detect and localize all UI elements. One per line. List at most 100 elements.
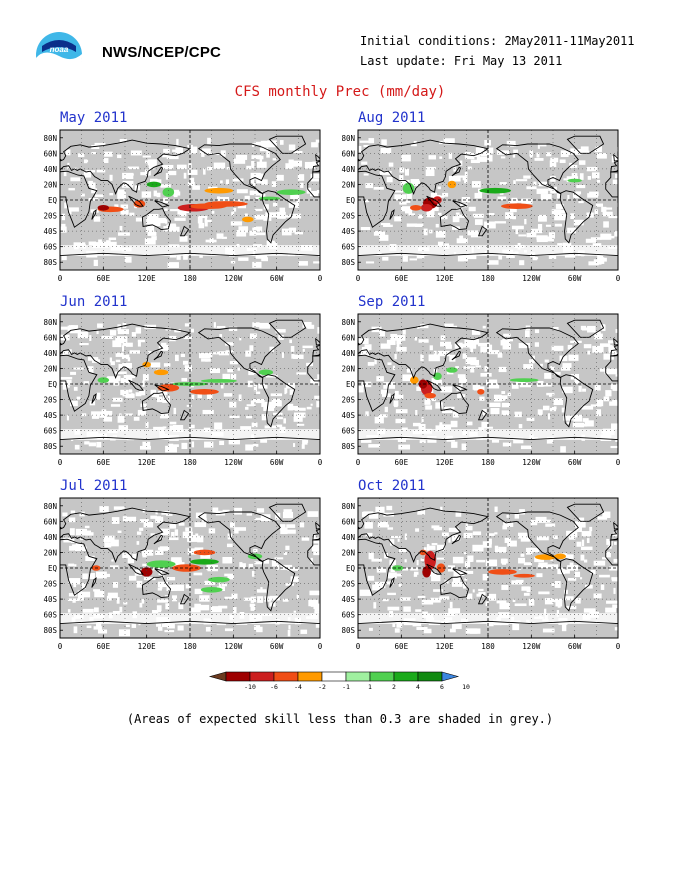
lat-tick-label: 60S <box>43 427 57 436</box>
lat-tick-label: 40N <box>43 349 57 358</box>
lat-tick-label: 20N <box>341 180 355 189</box>
map-panel: Sep 2011 80N 60N 40N 20N EQ 20S 40S 60S 80S 0 60E 12… <box>328 294 628 467</box>
lat-tick-label: 20S <box>341 212 355 221</box>
lat-tick-label: 40S <box>341 595 355 604</box>
lat-tick-label: 40S <box>43 227 57 236</box>
lon-tick-label: 120W <box>224 642 243 651</box>
lon-tick-label: 60W <box>270 458 284 467</box>
lon-tick-label: 180 <box>481 642 495 651</box>
lon-tick-label: 60W <box>270 642 284 651</box>
lat-tick-label: 80N <box>43 502 57 511</box>
lon-tick-label: 0 <box>356 458 361 467</box>
lat-tick-label: 60N <box>43 149 57 158</box>
lon-tick-label: 0 <box>616 642 621 651</box>
lat-tick-label: 40S <box>43 595 57 604</box>
lat-tick-label: 40N <box>43 533 57 542</box>
lon-tick-label: 0 <box>318 458 323 467</box>
lon-tick-label: 0 <box>58 642 63 651</box>
lat-tick-label: 20N <box>341 548 355 557</box>
lat-tick-label: EQ <box>48 380 58 389</box>
colorbar-label: 6 <box>440 683 444 691</box>
lat-tick-label: 80S <box>43 258 57 267</box>
initial-conditions: Initial conditions: 2May2011-11May2011 <box>360 34 635 48</box>
colorbar-label: -1 <box>342 683 350 691</box>
lon-tick-label: 0 <box>58 458 63 467</box>
org-name: NWS/NCEP/CPC <box>102 44 222 61</box>
lat-tick-label: 60S <box>341 243 355 252</box>
lon-tick-label: 60E <box>97 274 111 283</box>
lat-tick-label: EQ <box>48 564 58 573</box>
skill-note: (Areas of expected skill less than 0.3 a… <box>126 712 554 726</box>
map-panel: Oct 2011 80N 60N 40N 20N EQ 20S 40S 60S 80S 0 60E 12… <box>328 478 628 651</box>
colorbar: -10 -6 -4 -2 -1 1 2 4 6 10 <box>208 671 470 691</box>
lat-tick-label: 40N <box>341 165 355 174</box>
lat-tick-label: 40N <box>341 533 355 542</box>
lat-tick-label: 60N <box>43 517 57 526</box>
lon-tick-label: 0 <box>356 274 361 283</box>
lat-tick-label: 60S <box>341 611 355 620</box>
lon-tick-label: 120E <box>436 642 455 651</box>
lat-tick-label: 20S <box>43 580 57 589</box>
colorbar-label: -2 <box>318 683 326 691</box>
lat-tick-label: 20S <box>43 396 57 405</box>
lon-tick-label: 120E <box>436 274 455 283</box>
lat-tick-label: EQ <box>346 196 356 205</box>
lon-tick-label: 0 <box>58 274 63 283</box>
lat-tick-label: 40N <box>341 349 355 358</box>
colorbar-swatch <box>297 671 323 682</box>
panel-title: Oct 2011 <box>358 478 426 494</box>
lat-tick-label: 80N <box>43 318 57 327</box>
lon-tick-label: 60W <box>568 458 582 467</box>
lat-tick-label: 80S <box>43 442 57 451</box>
lon-tick-label: 0 <box>356 642 361 651</box>
lat-tick-label: 60S <box>341 427 355 436</box>
lon-tick-label: 0 <box>318 274 323 283</box>
lat-tick-label: 80S <box>43 626 57 635</box>
lat-tick-label: 80S <box>341 626 355 635</box>
noaa-logo-icon: noaa <box>34 30 84 80</box>
lat-tick-label: 40N <box>43 165 57 174</box>
lon-tick-label: 180 <box>481 458 495 467</box>
lat-tick-label: 80N <box>341 502 355 511</box>
colorbar-label: 10 <box>462 683 470 691</box>
lon-tick-label: 0 <box>318 642 323 651</box>
colorbar-label: 4 <box>416 683 420 691</box>
lon-tick-label: 60W <box>568 274 582 283</box>
colorbar-label: -10 <box>244 683 256 691</box>
lat-tick-label: 60N <box>341 149 355 158</box>
colorbar-swatch <box>369 671 395 682</box>
lon-tick-label: 180 <box>183 274 197 283</box>
lat-tick-label: 80S <box>341 442 355 451</box>
panel-title: Aug 2011 <box>358 110 426 126</box>
lat-tick-label: 60N <box>341 333 355 342</box>
map-panel: Aug 2011 80N 60N 40N 20N EQ 20S 40S 60S 80S 0 60E 12… <box>328 110 628 283</box>
colorbar-label: 2 <box>392 683 396 691</box>
colorbar-swatch <box>393 671 419 682</box>
colorbar-swatch <box>345 671 371 682</box>
colorbar-swatch <box>321 671 347 682</box>
last-update: Last update: Fri May 13 2011 <box>360 54 563 68</box>
lon-tick-label: 120W <box>522 274 541 283</box>
lat-tick-label: 80N <box>341 318 355 327</box>
colorbar-swatch <box>417 671 443 682</box>
lon-tick-label: 180 <box>183 642 197 651</box>
lat-tick-label: 80N <box>341 134 355 143</box>
lon-tick-label: 180 <box>481 274 495 283</box>
colorbar-swatch <box>273 671 299 682</box>
colorbar-label: 1 <box>368 683 372 691</box>
lon-tick-label: 120W <box>522 458 541 467</box>
lat-tick-label: 80N <box>43 134 57 143</box>
lat-tick-label: 20N <box>43 364 57 373</box>
page-title: CFS monthly Prec (mm/day) <box>234 84 446 100</box>
lon-tick-label: 60E <box>395 274 409 283</box>
colorbar-label: -4 <box>294 683 302 691</box>
lat-tick-label: 80S <box>341 258 355 267</box>
panel-title: Jul 2011 <box>60 478 128 494</box>
colorbar-swatch <box>225 671 251 682</box>
lat-tick-label: 60S <box>43 611 57 620</box>
lon-tick-label: 120E <box>436 458 455 467</box>
lon-tick-label: 60E <box>395 642 409 651</box>
lat-tick-label: 20N <box>341 364 355 373</box>
panel-title: May 2011 <box>60 110 128 126</box>
